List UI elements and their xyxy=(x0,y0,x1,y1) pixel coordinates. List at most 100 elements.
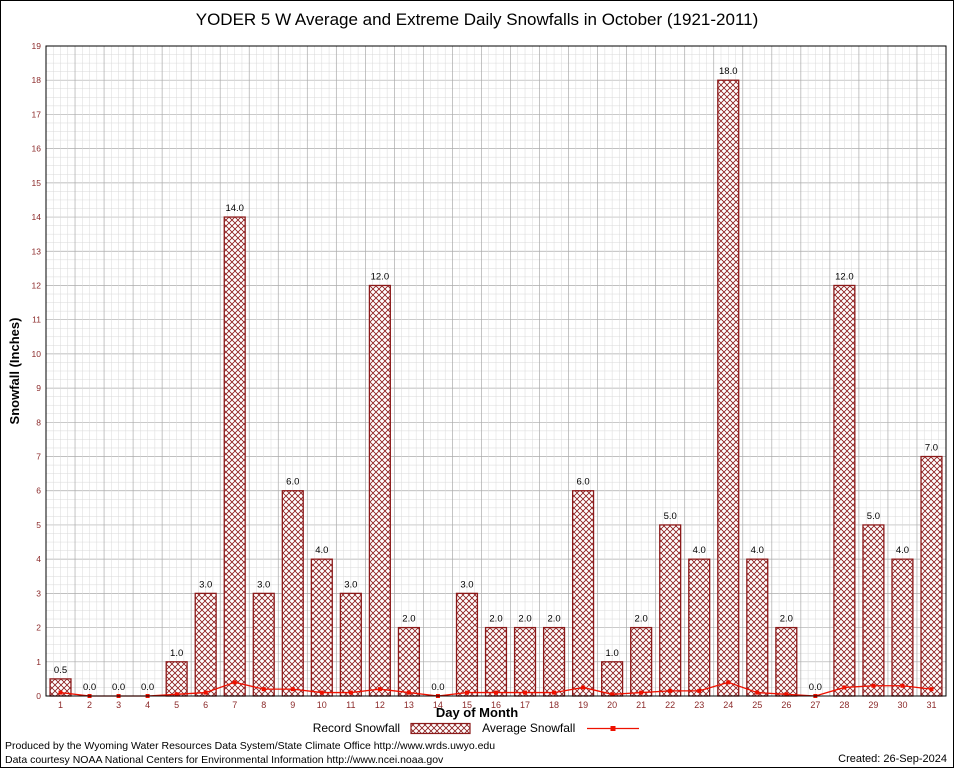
x-tick-label: 21 xyxy=(636,700,646,710)
record-bar-day-16 xyxy=(484,626,508,697)
average-marker-day-6 xyxy=(203,690,208,695)
y-tick-label: 6 xyxy=(36,486,41,496)
record-bar-day-15 xyxy=(455,592,479,697)
bar-value-label: 4.0 xyxy=(693,545,706,556)
legend: Record Snowfall Average Snowfall xyxy=(1,721,953,735)
x-tick-label: 30 xyxy=(897,700,907,710)
x-tick-label: 1 xyxy=(58,700,63,710)
y-tick-label: 10 xyxy=(32,349,42,359)
x-tick-label: 29 xyxy=(868,700,878,710)
y-tick-label: 9 xyxy=(36,383,41,393)
y-tick-label: 13 xyxy=(32,246,42,256)
bar-value-label: 2.0 xyxy=(489,614,502,625)
bar-value-label: 0.0 xyxy=(141,682,154,693)
bar-value-label: 0.0 xyxy=(83,682,96,693)
bar-value-label: 5.0 xyxy=(867,511,880,522)
record-bar-day-7 xyxy=(223,216,246,697)
footer-created-date: Created: 26-Sep-2024 xyxy=(838,753,947,765)
x-tick-label: 10 xyxy=(317,700,327,710)
average-marker-day-13 xyxy=(406,690,411,695)
record-bar-day-8 xyxy=(252,592,275,697)
x-tick-label: 24 xyxy=(723,700,733,710)
x-tick-label: 31 xyxy=(926,700,936,710)
y-tick-label: 0 xyxy=(36,691,41,701)
average-marker-day-26 xyxy=(784,692,789,697)
average-marker-day-22 xyxy=(668,688,673,693)
x-tick-label: 22 xyxy=(665,700,675,710)
y-tick-label: 3 xyxy=(36,588,41,598)
average-marker-day-28 xyxy=(842,685,847,690)
record-bar-day-13 xyxy=(397,626,421,697)
bar-value-label: 2.0 xyxy=(780,614,793,625)
record-bar-day-17 xyxy=(513,626,537,697)
bar-value-label: 1.0 xyxy=(170,648,183,659)
y-tick-label: 7 xyxy=(36,452,41,462)
record-bar-day-21 xyxy=(630,626,653,697)
bar-value-label: 4.0 xyxy=(751,545,764,556)
record-bar-day-10 xyxy=(310,558,333,697)
bar-value-label: 3.0 xyxy=(460,579,473,590)
x-tick-label: 15 xyxy=(462,700,472,710)
average-marker-day-23 xyxy=(697,688,702,693)
record-bar-day-18 xyxy=(542,626,566,697)
y-tick-label: 8 xyxy=(36,417,41,427)
average-marker-day-12 xyxy=(377,687,382,692)
average-marker-day-16 xyxy=(494,690,498,695)
x-tick-label: 17 xyxy=(520,700,530,710)
average-marker-day-10 xyxy=(319,690,324,695)
average-marker-day-7 xyxy=(232,680,237,685)
average-marker-day-5 xyxy=(174,692,179,697)
x-tick-label: 6 xyxy=(203,700,208,710)
record-bar-day-25 xyxy=(746,558,769,697)
record-snowfall-swatch-icon xyxy=(410,722,471,734)
x-tick-label: 9 xyxy=(290,700,295,710)
record-bar-day-9 xyxy=(281,490,304,697)
chart-title: YODER 5 W Average and Extreme Daily Snow… xyxy=(195,10,759,29)
x-tick-label: 2 xyxy=(87,700,92,710)
x-tick-label: 23 xyxy=(694,700,704,710)
record-bar-day-20 xyxy=(601,661,624,697)
x-tick-label: 19 xyxy=(578,700,588,710)
bar-value-label: 2.0 xyxy=(547,614,560,625)
average-marker-day-8 xyxy=(261,687,266,692)
record-bar-day-11 xyxy=(339,592,362,697)
y-tick-label: 4 xyxy=(36,554,41,564)
legend-average-label: Average Snowfall xyxy=(482,721,576,735)
average-marker-day-30 xyxy=(900,683,905,688)
record-bar-day-24 xyxy=(717,79,740,697)
bar-value-label: 1.0 xyxy=(606,648,619,659)
bar-value-label: 6.0 xyxy=(576,477,589,488)
bar-value-label: 7.0 xyxy=(925,443,938,454)
y-tick-label: 5 xyxy=(36,520,41,530)
bar-value-label: 14.0 xyxy=(225,203,244,214)
bars: 0.5 0.0 0.0 0.0 1.0 3.0 14.0 3.0 6.0 4.0 3.0 12.0 2.… xyxy=(49,66,943,697)
x-tick-label: 26 xyxy=(781,700,791,710)
record-bar-day-28 xyxy=(833,284,856,697)
bar-value-label: 3.0 xyxy=(257,579,270,590)
footer-data-courtesy: Data courtesy NOAA National Centers for … xyxy=(5,754,444,766)
average-snowfall-swatch-icon xyxy=(587,725,640,731)
x-tick-label: 16 xyxy=(491,700,501,710)
bar-value-label: 0.0 xyxy=(431,682,444,693)
average-marker-day-19 xyxy=(581,685,586,690)
record-bar-day-29 xyxy=(862,524,885,697)
y-tick-label: 17 xyxy=(32,109,42,119)
bar-value-label: 3.0 xyxy=(344,579,357,590)
average-marker-day-29 xyxy=(871,683,876,688)
average-marker-day-9 xyxy=(290,687,295,692)
average-marker-day-1 xyxy=(58,690,63,695)
record-bar-day-19 xyxy=(571,490,595,697)
x-tick-label: 28 xyxy=(839,700,849,710)
bar-value-label: 12.0 xyxy=(835,271,854,282)
record-bar-day-12 xyxy=(368,284,391,697)
bar-value-label: 0.5 xyxy=(54,665,67,676)
average-marker-day-31 xyxy=(929,687,934,692)
record-bar-day-26 xyxy=(775,626,798,697)
bar-value-label: 6.0 xyxy=(286,477,299,488)
average-marker-day-18 xyxy=(552,690,557,695)
y-tick-label: 14 xyxy=(32,212,42,222)
grid xyxy=(46,46,946,696)
plot-border xyxy=(45,45,947,697)
x-tick-label: 11 xyxy=(346,700,355,710)
